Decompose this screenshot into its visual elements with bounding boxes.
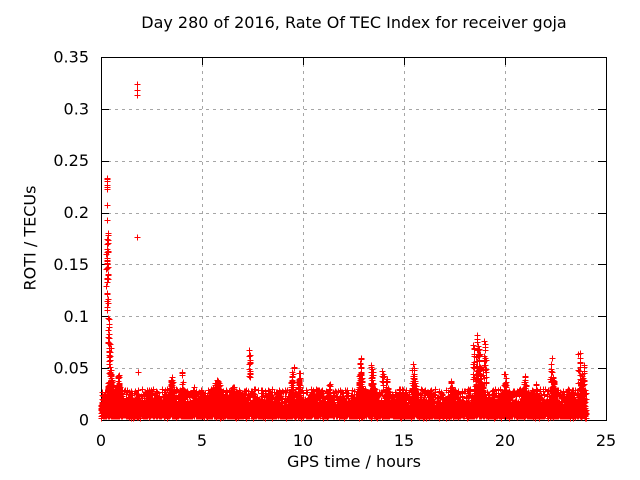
x-tick-label: 10 [293,431,313,450]
grid-lines [101,57,606,420]
y-tick-label: 0.25 [53,151,89,170]
x-axis-label: GPS time / hours [287,452,421,471]
y-tick-label: 0.35 [53,48,89,67]
x-tick-label: 15 [394,431,414,450]
y-tick-label: 0.15 [53,255,89,274]
x-tick-label: 25 [596,431,616,450]
y-tick-label: 0.2 [64,203,89,222]
y-tick-label: 0.05 [53,359,89,378]
data-points [98,81,590,422]
y-axis-label: ROTI / TECUs [20,185,40,291]
y-tick-label: 0.3 [64,99,89,118]
chart-title: Day 280 of 2016, Rate Of TEC Index for r… [141,13,567,32]
x-tick-label: 20 [495,431,515,450]
x-tick-labels: 0 5 10 15 20 25 [96,431,616,450]
x-tick-label: 0 [96,431,106,450]
y-tick-label: 0 [79,411,89,430]
y-tick-labels: 0 0.05 0.1 0.15 0.2 0.25 0.3 0.35 [53,48,89,430]
plot-border [101,57,607,421]
y-tick-label: 0.1 [64,307,89,326]
x-tick-label: 5 [197,431,207,450]
